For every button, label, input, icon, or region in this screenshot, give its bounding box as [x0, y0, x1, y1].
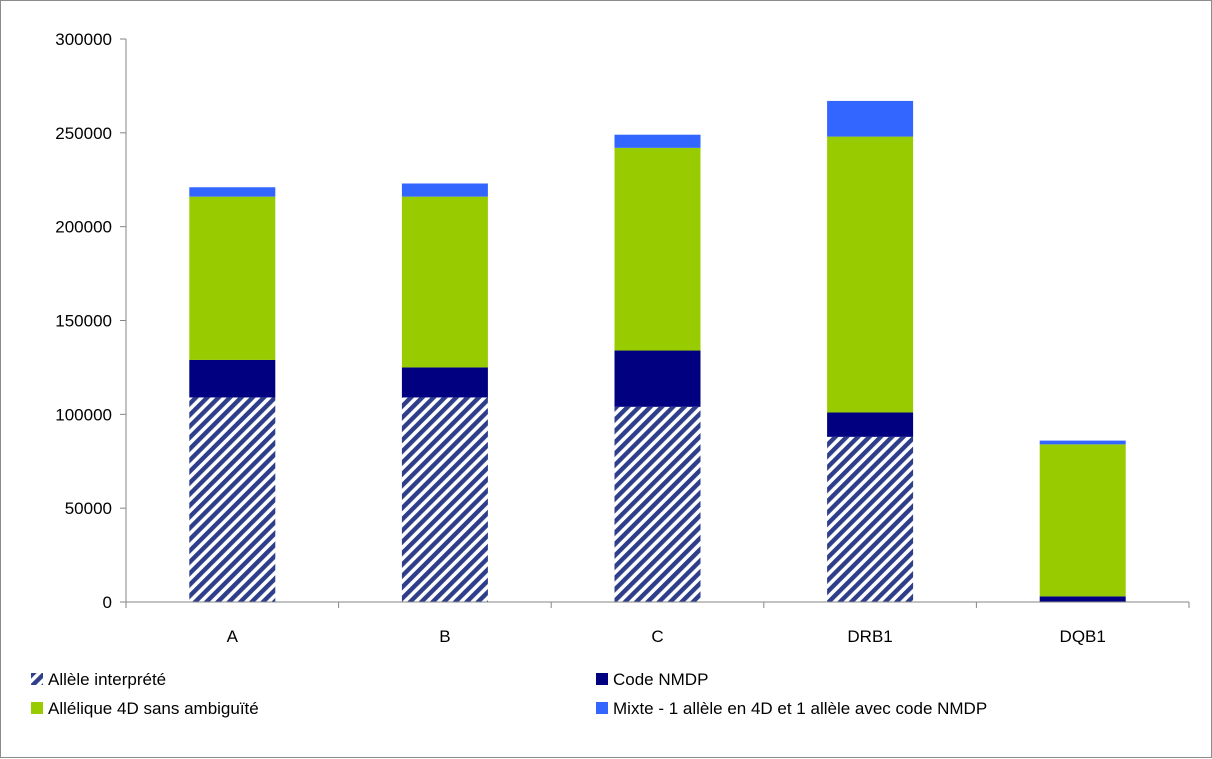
- y-tick-label: 0: [103, 593, 112, 612]
- legend-label: Code NMDP: [613, 670, 708, 689]
- bar-b-series-3: [401, 183, 488, 197]
- bar-c-series-3: [614, 134, 701, 148]
- legend-label: Allélique 4D sans ambiguïté: [48, 699, 259, 718]
- bar-b-series-2: [401, 196, 488, 368]
- y-tick-label: 250000: [55, 124, 112, 143]
- plot-area: [189, 100, 1126, 602]
- y-tick-label: 200000: [55, 218, 112, 237]
- legend-swatch: [31, 673, 43, 685]
- legend: Allèle interprété Code NMDP Allélique 4D s…: [31, 670, 987, 718]
- bar-dqb1-series-3: [1039, 440, 1126, 445]
- bar-a-series-2: [189, 196, 276, 360]
- x-axis: A B C DRB1 DQB1: [125, 601, 1190, 646]
- bar-drb1-series-0: [827, 436, 914, 602]
- bar-b-series-1: [401, 367, 488, 398]
- x-tick-label: DRB1: [847, 627, 892, 646]
- bar-c-series-0: [614, 406, 701, 602]
- legend-swatch: [596, 702, 608, 714]
- legend-label: Allèle interprété: [48, 670, 166, 689]
- y-axis: 0 50000 100000 150000 200000 250000 300000: [55, 30, 127, 612]
- x-tick-label: B: [439, 627, 450, 646]
- bar-drb1-series-3: [827, 100, 914, 137]
- x-tick-label: C: [651, 627, 663, 646]
- bar-a-series-1: [189, 359, 276, 398]
- bar-drb1-series-1: [827, 412, 914, 437]
- bar-a-series-3: [189, 187, 276, 197]
- y-tick-label: 300000: [55, 30, 112, 49]
- y-tick-label: 100000: [55, 405, 112, 424]
- x-tick-label: A: [227, 627, 239, 646]
- bar-a-series-0: [189, 397, 276, 602]
- bar-drb1-series-2: [827, 136, 914, 413]
- legend-label: Mixte - 1 allèle en 4D et 1 allèle avec …: [613, 699, 987, 718]
- bar-b-series-0: [401, 397, 488, 602]
- y-tick-label: 150000: [55, 312, 112, 331]
- legend-swatch: [31, 702, 43, 714]
- legend-swatch: [596, 673, 608, 685]
- bar-c-series-1: [614, 350, 701, 407]
- y-tick-label: 50000: [65, 499, 112, 518]
- bar-dqb1-series-1: [1039, 596, 1126, 602]
- x-tick-label: DQB1: [1060, 627, 1106, 646]
- bar-dqb1-series-2: [1039, 444, 1126, 597]
- bar-c-series-2: [614, 147, 701, 351]
